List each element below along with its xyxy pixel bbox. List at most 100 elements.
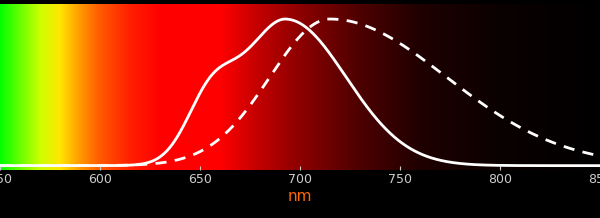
Bar [63,4,64,170]
Bar [457,4,458,170]
Bar [244,4,245,170]
Bar [194,4,195,170]
Bar [330,4,331,170]
Bar [153,4,154,170]
Bar [349,4,350,170]
Bar [473,4,474,170]
Bar [358,4,359,170]
Bar [219,4,220,170]
Bar [117,4,118,170]
Bar [178,4,179,170]
Bar [557,4,558,170]
Bar [79,4,80,170]
Bar [145,4,146,170]
Bar [217,4,218,170]
Bar [360,4,361,170]
Bar [122,4,123,170]
Bar [213,4,214,170]
Bar [524,4,525,170]
Bar [294,4,295,170]
Bar [77,4,78,170]
Bar [41,4,42,170]
Bar [499,4,500,170]
Bar [382,4,383,170]
Bar [252,4,253,170]
Bar [31,4,32,170]
Bar [295,4,296,170]
Bar [312,4,313,170]
Bar [72,4,73,170]
Bar [151,4,152,170]
Bar [174,4,175,170]
Bar [144,4,145,170]
Bar [226,4,227,170]
Bar [387,4,388,170]
Bar [366,4,367,170]
Bar [258,4,259,170]
Bar [242,4,243,170]
Bar [546,4,547,170]
Bar [371,4,372,170]
Bar [214,4,215,170]
Bar [541,4,542,170]
Bar [131,4,132,170]
Bar [305,4,306,170]
Bar [99,4,100,170]
Bar [266,4,267,170]
Bar [514,4,515,170]
Bar [289,4,290,170]
Bar [8,4,9,170]
Bar [403,4,404,170]
Bar [127,4,128,170]
Bar [447,4,448,170]
Bar [515,4,516,170]
Bar [181,4,182,170]
Bar [75,4,76,170]
Bar [53,4,54,170]
Bar [272,4,273,170]
Bar [86,4,87,170]
Bar [582,4,583,170]
Bar [138,4,139,170]
Bar [237,4,238,170]
Bar [415,4,416,170]
Bar [29,4,30,170]
Bar [283,4,284,170]
Bar [152,4,153,170]
Bar [528,4,529,170]
Bar [26,4,27,170]
Bar [513,4,514,170]
Bar [532,4,533,170]
Bar [451,4,452,170]
Bar [206,4,207,170]
Bar [211,4,212,170]
Bar [364,4,365,170]
Bar [406,4,407,170]
Bar [250,4,251,170]
Bar [157,4,158,170]
Bar [571,4,572,170]
Bar [80,4,81,170]
Bar [198,4,199,170]
Bar [160,4,161,170]
Bar [137,4,138,170]
Bar [202,4,203,170]
Bar [561,4,562,170]
Bar [284,4,285,170]
Bar [228,4,229,170]
Bar [481,4,482,170]
Bar [463,4,464,170]
Bar [392,4,393,170]
Bar [186,4,187,170]
Bar [584,4,585,170]
Bar [64,4,65,170]
Bar [37,4,38,170]
Bar [551,4,552,170]
Bar [595,4,596,170]
Bar [256,4,257,170]
Bar [554,4,555,170]
Bar [81,4,82,170]
Bar [480,4,481,170]
Bar [465,4,466,170]
Bar [420,4,421,170]
